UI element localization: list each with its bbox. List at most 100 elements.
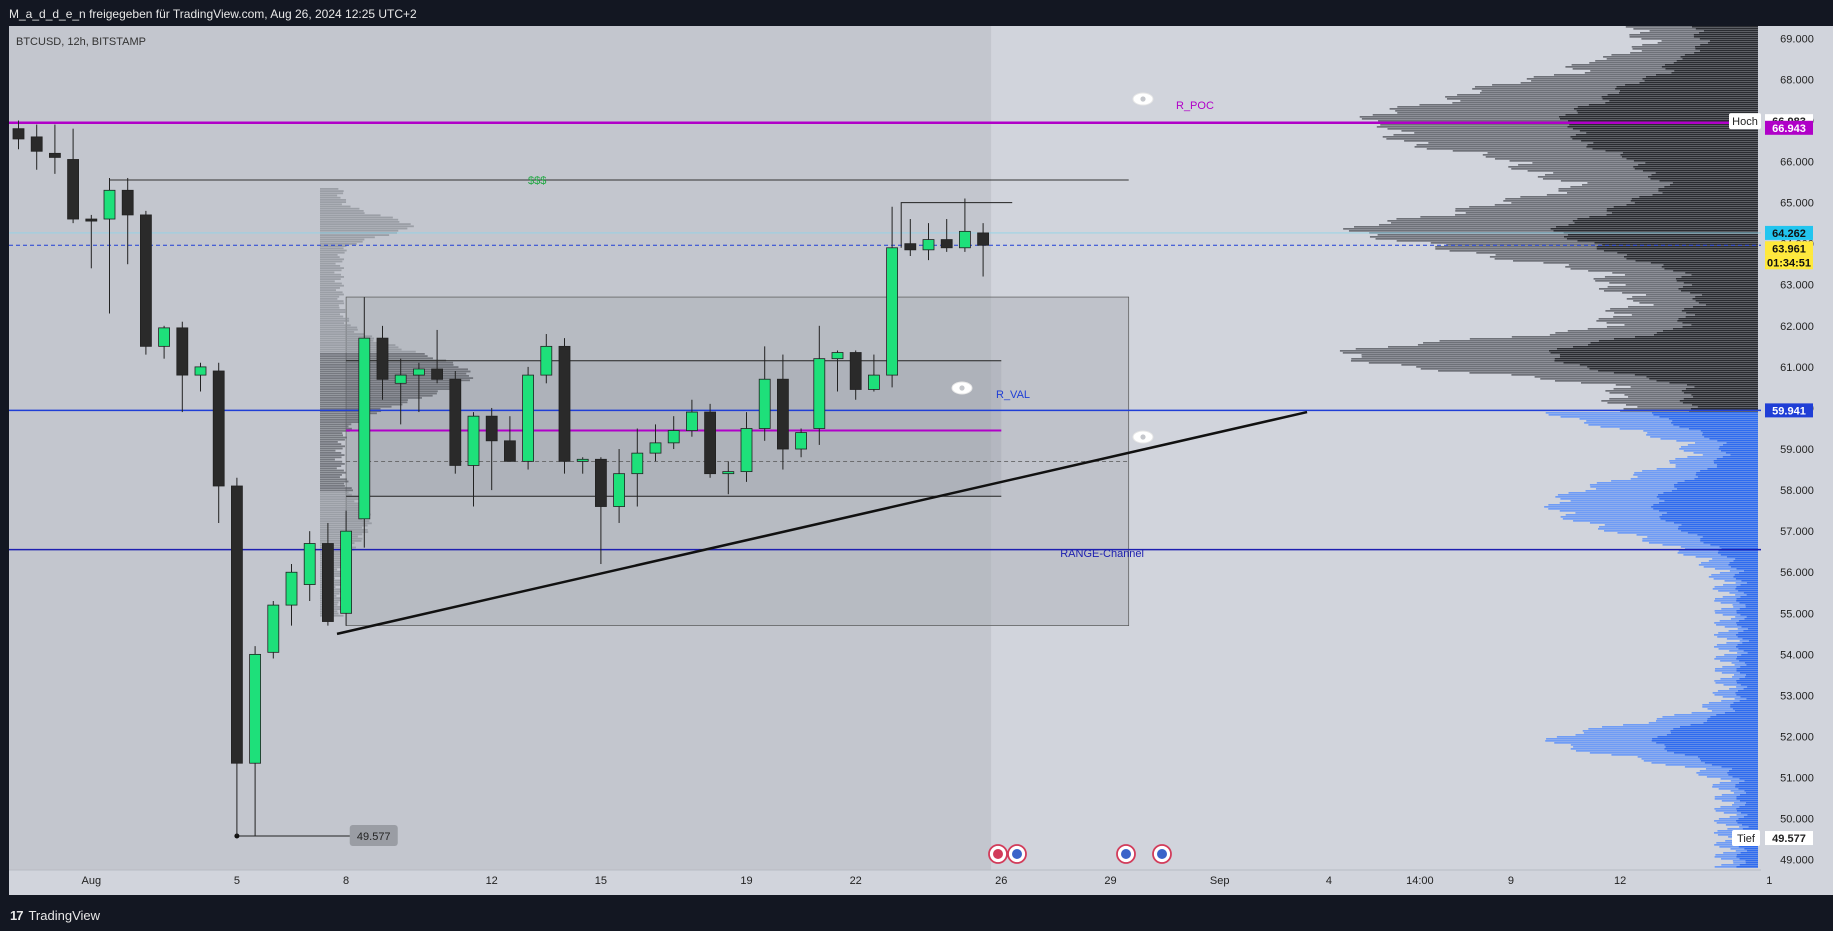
price-tick-label: 68.000	[1780, 74, 1814, 86]
volume-profile-bar	[1607, 94, 1758, 96]
volume-profile-bar	[1646, 376, 1758, 378]
volume-profile-bar	[1593, 142, 1758, 144]
candle	[904, 219, 917, 256]
volume-profile-bar	[1714, 680, 1737, 682]
volume-profile-bar	[1741, 626, 1758, 628]
volume-profile-bar	[1700, 538, 1758, 540]
volume-profile-bar	[1714, 658, 1737, 660]
volume-profile-bar	[1672, 328, 1758, 330]
volume-profile-bar	[1740, 584, 1758, 586]
price-axis[interactable]: 69.00068.00067.00066.00065.00064.00063.0…	[1729, 26, 1833, 895]
volume-profile-bar	[1651, 762, 1705, 764]
volume-profile-bar	[320, 515, 369, 518]
volume-profile-bar	[320, 188, 339, 190]
volume-profile-bar	[1697, 406, 1758, 408]
time-axis[interactable]: Aug 5 8 12 15 19 22 26 29 Sep 4 14:00 9 12 1	[9, 869, 1772, 895]
candle-body	[849, 352, 862, 390]
volume-profile-bar	[1598, 340, 1758, 342]
volume-profile-bar	[320, 432, 343, 434]
volume-profile-bar	[1738, 782, 1758, 784]
volume-profile-bar	[1736, 854, 1758, 856]
volume-profile-bar	[1511, 336, 1635, 338]
volume-profile-bar	[320, 441, 338, 443]
volume-profile-bar	[1584, 422, 1672, 424]
volume-profile-bar	[1686, 384, 1758, 386]
candle-body	[795, 432, 807, 450]
volume-profile-bar	[1494, 258, 1627, 260]
volume-profile-bar	[1736, 796, 1758, 798]
candle	[558, 338, 571, 474]
volume-profile-bar	[320, 381, 461, 384]
volume-profile-bar	[1733, 560, 1758, 562]
volume-profile-bar	[1673, 522, 1758, 524]
volume-profile-bar	[320, 372, 467, 375]
volume-profile-bar	[1648, 542, 1704, 544]
volume-profile-bar	[1651, 412, 1758, 414]
volume-profile-bar	[320, 408, 381, 410]
volume-profile-bar	[320, 194, 338, 197]
volume-profile-bar	[1656, 332, 1758, 334]
volume-profile-bar	[1611, 54, 1685, 56]
tradingview-logo-icon[interactable]: 17	[10, 908, 24, 923]
volume-profile-bar	[1660, 438, 1710, 440]
volume-profile-bar	[1559, 118, 1758, 120]
volume-profile-bar	[1568, 264, 1664, 266]
volume-profile-bar	[1691, 26, 1758, 28]
volume-profile-bar	[1747, 628, 1758, 630]
event-flag-icon[interactable]	[1116, 844, 1136, 864]
volume-profile-bar	[1633, 474, 1696, 476]
brand-name[interactable]: TradingView	[28, 908, 101, 923]
trendline[interactable]	[336, 410, 1308, 636]
symbol-label: BTCUSD, 12h, BITSTAMP	[16, 36, 146, 48]
volume-profile-bar	[1649, 378, 1758, 380]
volume-profile-bar	[1736, 612, 1758, 614]
event-flag-icon[interactable]	[1152, 844, 1172, 864]
volume-profile-bar	[1708, 560, 1734, 562]
volume-profile-bar	[1628, 306, 1694, 308]
volume-profile-bar	[1626, 158, 1758, 160]
r-val-visibility-icon[interactable]	[951, 381, 973, 395]
volume-profile-bar	[1531, 80, 1645, 82]
candle-body	[158, 327, 171, 347]
trendline-visibility-icon[interactable]	[1132, 430, 1154, 444]
volume-profile-bar	[1676, 60, 1758, 62]
volume-profile-bar	[1570, 268, 1665, 270]
volume-profile-bar	[1634, 472, 1697, 474]
volume-profile-bar	[1662, 192, 1758, 194]
volume-profile-bar	[320, 463, 345, 465]
volume-profile-bar	[1714, 646, 1737, 648]
event-earnings-icon[interactable]	[988, 844, 1008, 864]
volume-profile-bar	[320, 267, 344, 269]
volume-profile-bar	[1482, 154, 1621, 156]
volume-profile-bar	[1589, 484, 1674, 486]
volume-profile-bar	[1595, 280, 1677, 282]
volume-profile-bar	[1712, 558, 1736, 560]
volume-profile-bar	[320, 526, 362, 529]
volume-profile-bar	[320, 405, 392, 408]
volume-profile-bar	[1659, 498, 1758, 500]
volume-profile-bar	[1737, 690, 1758, 692]
volume-profile-bar	[1703, 542, 1758, 544]
volume-profile-bar	[1735, 616, 1747, 618]
volume-profile-bar	[1503, 200, 1631, 202]
event-flag-icon[interactable]	[1007, 844, 1027, 864]
r-poc-visibility-icon[interactable]	[1132, 92, 1154, 106]
candle-body	[595, 458, 607, 507]
volume-profile-bar	[320, 456, 342, 459]
volume-profile-bar	[320, 324, 351, 327]
volume-profile-bar	[1581, 140, 1758, 142]
candle	[631, 428, 644, 507]
candle	[722, 461, 735, 495]
volume-profile-bar	[1642, 78, 1758, 80]
volume-profile-bar	[1593, 278, 1676, 280]
volume-profile-bar	[1673, 270, 1758, 272]
volume-profile-bar	[1736, 810, 1758, 812]
volume-profile-bar	[1339, 350, 1549, 352]
volume-profile-bar	[1577, 218, 1758, 220]
volume-profile-bar	[1598, 528, 1679, 530]
volume-profile-bar	[320, 390, 438, 393]
volume-profile-bar	[1598, 288, 1679, 290]
volume-profile-bar	[1639, 302, 1699, 304]
volume-profile-bar	[1351, 358, 1555, 360]
